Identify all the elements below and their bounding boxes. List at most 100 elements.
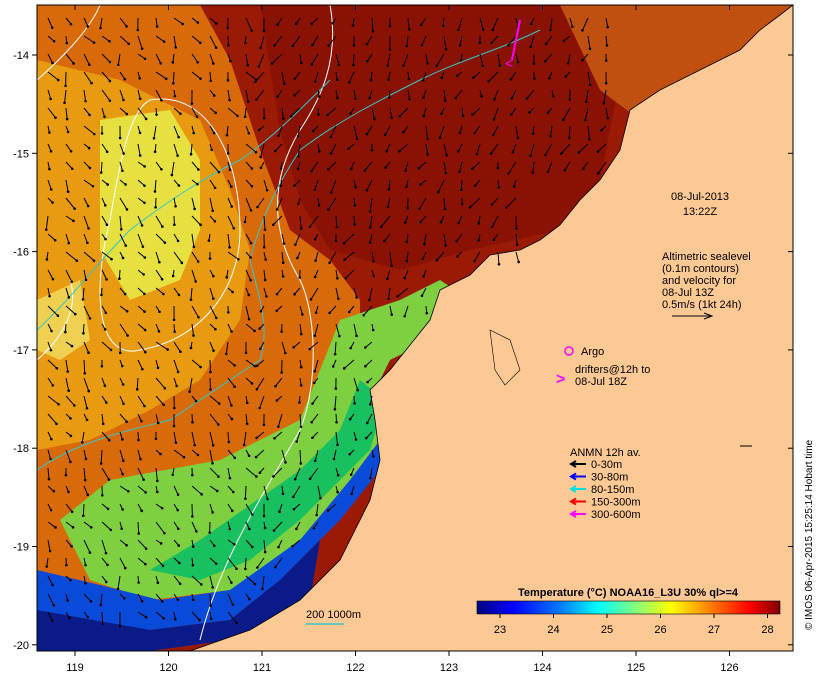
velocity-arrowhead <box>123 596 126 600</box>
velocity-arrow <box>334 395 337 410</box>
velocity-arrowhead <box>217 402 221 405</box>
velocity-arrow <box>47 467 50 480</box>
velocity-arrow <box>293 503 301 510</box>
velocity-arrowhead <box>228 476 232 480</box>
velocity-arrowhead <box>347 310 351 314</box>
velocity-arrowhead <box>90 81 93 85</box>
velocity-arrowhead <box>86 25 90 28</box>
velocity-arrow <box>389 305 393 315</box>
coastline <box>189 5 793 651</box>
colorbar-tick-label: 27 <box>708 624 720 636</box>
velocity-arrowhead <box>199 41 202 45</box>
velocity-arrowhead <box>108 99 112 102</box>
velocity-arrow <box>227 395 232 406</box>
velocity-arrowhead <box>280 330 283 333</box>
velocity-arrow <box>64 89 67 103</box>
velocity-arrowhead <box>292 346 295 349</box>
velocity-arrow <box>209 197 214 211</box>
velocity-arrowhead <box>317 113 320 116</box>
velocity-arrow <box>328 35 337 46</box>
velocity-arrow <box>245 89 249 102</box>
velocity-arrowhead <box>498 64 502 67</box>
velocity-arrowhead <box>231 603 235 607</box>
velocity-arrowhead <box>247 317 251 321</box>
velocity-arrowhead <box>261 587 264 591</box>
velocity-arrow <box>353 215 356 225</box>
velocity-arrowhead <box>230 509 234 513</box>
velocity-arrow <box>173 377 178 387</box>
velocity-arrow <box>155 17 158 27</box>
velocity-arrowhead <box>258 327 261 330</box>
velocity-arrow <box>65 395 75 406</box>
velocity-arrowhead <box>419 220 422 224</box>
velocity-arrowhead <box>235 567 238 570</box>
velocity-arrowhead <box>473 259 476 263</box>
velocity-arrowhead <box>49 457 52 461</box>
velocity-arrowhead <box>420 43 424 47</box>
velocity-arrowhead <box>493 98 496 101</box>
velocity-arrow <box>273 521 283 531</box>
velocity-arrow <box>155 521 165 534</box>
velocity-arrowhead <box>355 334 358 338</box>
velocity-arrow <box>274 557 283 568</box>
velocity-arrow <box>330 179 337 193</box>
velocity-arrowhead <box>275 292 279 296</box>
velocity-arrowhead <box>196 260 200 263</box>
velocity-arrowhead <box>308 347 311 351</box>
velocity-arrow <box>597 143 607 153</box>
velocity-arrow <box>310 287 319 300</box>
velocity-arrowhead <box>69 460 72 464</box>
velocity-arrowhead <box>67 490 70 494</box>
velocity-arrow <box>351 485 355 494</box>
velocity-arrowhead <box>212 62 215 65</box>
velocity-arrow <box>155 215 163 227</box>
velocity-arrowhead <box>172 82 175 85</box>
velocity-arrowhead <box>153 150 157 154</box>
velocity-arrowhead <box>440 76 444 80</box>
velocity-arrowhead <box>274 384 277 388</box>
velocity-arrowhead <box>176 598 180 601</box>
velocity-arrowhead <box>477 239 481 242</box>
velocity-arrow <box>227 449 236 459</box>
velocity-arrow <box>119 161 123 171</box>
velocity-arrowhead <box>144 350 147 354</box>
velocity-arrowhead <box>191 563 195 567</box>
velocity-arrow <box>209 413 219 425</box>
velocity-arrow <box>47 287 51 297</box>
velocity-arrowhead <box>162 292 165 296</box>
drifter-track <box>511 19 521 61</box>
velocity-arrowhead <box>352 44 356 47</box>
velocity-arrowhead <box>335 420 338 424</box>
velocity-arrow <box>277 17 283 25</box>
velocity-arrow <box>119 323 129 336</box>
velocity-arrowhead <box>354 97 357 100</box>
velocity-arrowhead <box>314 259 317 262</box>
velocity-arrowhead <box>471 167 474 170</box>
velocity-arrowhead <box>158 310 161 314</box>
velocity-arrowhead <box>390 116 393 120</box>
velocity-arrow <box>155 53 162 64</box>
velocity-arrowhead <box>403 221 407 224</box>
velocity-arrow <box>101 215 108 226</box>
velocity-arrow <box>83 467 86 481</box>
velocity-arrow <box>65 521 74 528</box>
velocity-arrowhead <box>328 261 331 265</box>
velocity-arrow <box>275 377 283 387</box>
velocity-arrowhead <box>563 168 567 172</box>
velocity-arrow <box>191 305 199 318</box>
velocity-arrowhead <box>444 171 448 175</box>
velocity-arrowhead <box>349 167 353 171</box>
velocity-arrowhead <box>313 370 317 373</box>
velocity-arrow <box>191 215 201 226</box>
velocity-arrow <box>443 197 446 209</box>
velocity-arrow <box>47 359 58 369</box>
velocity-arrowhead <box>405 240 409 244</box>
velocity-arrow <box>309 341 319 350</box>
velocity-arrowhead <box>335 96 339 100</box>
velocity-arrow <box>83 107 90 116</box>
velocity-arrowhead <box>191 420 194 424</box>
velocity-arrowhead <box>217 423 220 426</box>
velocity-arrowhead <box>121 508 124 511</box>
velocity-arrow <box>369 215 373 228</box>
velocity-arrow <box>314 323 319 336</box>
